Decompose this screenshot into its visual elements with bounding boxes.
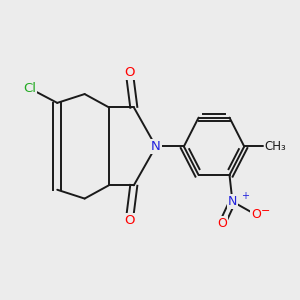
Text: +: + [241, 191, 249, 201]
Text: N: N [228, 195, 237, 208]
Text: Cl: Cl [23, 82, 36, 95]
Text: CH₃: CH₃ [265, 140, 286, 153]
Text: O: O [251, 208, 261, 221]
Text: O: O [124, 214, 135, 226]
Text: O: O [124, 66, 135, 80]
Text: O: O [217, 217, 227, 230]
Text: −: − [261, 206, 270, 216]
Text: N: N [151, 140, 161, 153]
